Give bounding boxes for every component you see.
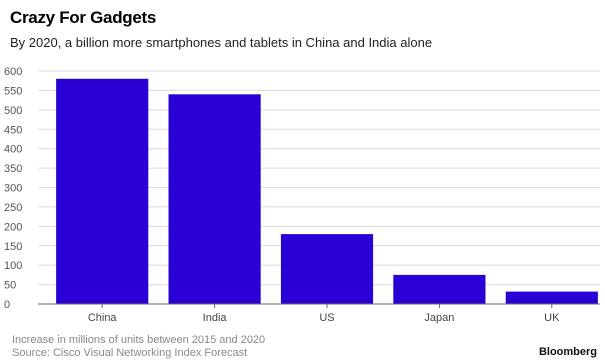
y-tick-label: 200 [4, 221, 22, 233]
y-tick-label: 450 [4, 124, 22, 136]
bar-chart: 0 50 100 150 200 250 300 350 400 450 500 550 600 Chin… [4, 66, 600, 324]
x-tick-label: China [88, 312, 118, 324]
y-tick-label: 300 [4, 183, 22, 195]
y-tick-label: 350 [4, 163, 22, 175]
y-tick-label: 250 [4, 202, 22, 214]
y-tick-label: 600 [4, 66, 22, 78]
chart-title: Crazy For Gadgets [10, 8, 157, 27]
y-tick-label: 50 [4, 280, 16, 292]
chart-source: Source: Cisco Visual Networking Index Fo… [12, 347, 248, 359]
bar-japan [393, 274, 486, 304]
brand-logo: Bloomberg [538, 346, 597, 358]
bar-china [56, 78, 149, 304]
bar-us [280, 234, 374, 304]
x-tick-label: US [319, 312, 334, 324]
y-tick-label: 150 [4, 241, 22, 253]
bar-india [168, 94, 261, 304]
y-tick-label: 500 [4, 105, 22, 117]
x-tick-label: UK [544, 312, 560, 324]
y-tick-label: 0 [4, 299, 10, 311]
y-tick-label: 400 [4, 144, 22, 156]
x-tick-label: Japan [424, 312, 454, 324]
x-tick-label: India [203, 312, 228, 324]
y-tick-label: 550 [4, 85, 22, 97]
chart-note: Increase in millions of units between 20… [12, 334, 266, 346]
bar-uk [505, 291, 598, 304]
chart-subtitle: By 2020, a billion more smartphones and … [10, 35, 433, 50]
y-tick-label: 100 [4, 260, 22, 272]
